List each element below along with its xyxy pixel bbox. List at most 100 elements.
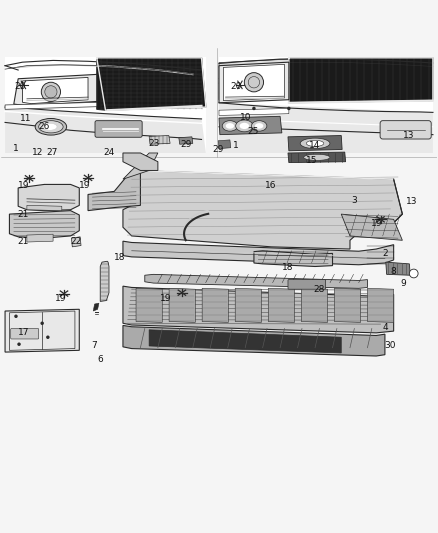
Text: 27: 27: [46, 148, 58, 157]
FancyBboxPatch shape: [380, 120, 431, 139]
Circle shape: [40, 321, 44, 325]
Text: 13: 13: [406, 197, 418, 206]
Polygon shape: [27, 234, 53, 242]
Polygon shape: [254, 251, 332, 266]
Polygon shape: [88, 171, 141, 211]
Text: 17: 17: [18, 328, 29, 337]
Polygon shape: [149, 330, 341, 353]
Polygon shape: [5, 57, 206, 153]
Text: 19: 19: [371, 219, 383, 228]
Polygon shape: [100, 261, 109, 302]
Text: 19: 19: [160, 294, 172, 303]
Polygon shape: [14, 75, 97, 106]
Text: 13: 13: [403, 131, 415, 140]
Polygon shape: [367, 288, 394, 322]
Polygon shape: [18, 184, 79, 211]
Text: 25: 25: [247, 127, 259, 136]
Polygon shape: [268, 288, 294, 322]
Ellipse shape: [240, 123, 249, 129]
Text: 1: 1: [13, 144, 19, 153]
Text: 29: 29: [212, 145, 224, 154]
Polygon shape: [93, 303, 99, 311]
FancyBboxPatch shape: [288, 280, 325, 289]
Polygon shape: [219, 62, 289, 103]
Polygon shape: [10, 211, 79, 238]
Text: 12: 12: [32, 148, 43, 157]
Polygon shape: [218, 140, 231, 149]
Text: 30: 30: [385, 342, 396, 351]
Ellipse shape: [222, 120, 237, 131]
FancyBboxPatch shape: [11, 328, 39, 339]
Polygon shape: [5, 102, 97, 109]
Circle shape: [287, 107, 290, 110]
Circle shape: [45, 86, 57, 98]
Polygon shape: [289, 58, 433, 103]
Ellipse shape: [306, 140, 324, 147]
Polygon shape: [334, 288, 360, 322]
Polygon shape: [301, 288, 328, 322]
Polygon shape: [123, 153, 158, 179]
Text: 26: 26: [39, 122, 50, 131]
FancyBboxPatch shape: [95, 120, 142, 138]
Ellipse shape: [43, 123, 57, 130]
Polygon shape: [5, 309, 79, 352]
Text: 3: 3: [351, 196, 357, 205]
Polygon shape: [341, 214, 403, 240]
Text: 8: 8: [391, 267, 396, 276]
Polygon shape: [145, 274, 367, 288]
Polygon shape: [10, 311, 75, 350]
Text: 18: 18: [114, 253, 125, 262]
Polygon shape: [179, 137, 193, 144]
Text: 19: 19: [79, 181, 90, 190]
Circle shape: [41, 82, 60, 101]
Ellipse shape: [226, 123, 234, 128]
Text: 1: 1: [233, 141, 238, 150]
Text: 4: 4: [382, 323, 388, 332]
Circle shape: [248, 77, 260, 88]
Ellipse shape: [251, 120, 267, 131]
Text: 21: 21: [18, 237, 29, 246]
Ellipse shape: [255, 123, 263, 128]
Polygon shape: [223, 64, 285, 101]
Circle shape: [244, 72, 264, 92]
Text: 6: 6: [97, 354, 103, 364]
Polygon shape: [219, 108, 289, 116]
Text: 20: 20: [14, 82, 26, 91]
Text: 10: 10: [240, 112, 252, 122]
Ellipse shape: [300, 138, 330, 149]
Polygon shape: [386, 262, 410, 275]
Text: 14: 14: [309, 141, 321, 150]
Polygon shape: [22, 77, 88, 103]
Text: 21: 21: [18, 209, 29, 219]
Polygon shape: [123, 171, 403, 249]
Polygon shape: [97, 58, 206, 110]
Polygon shape: [123, 153, 158, 171]
Ellipse shape: [35, 118, 67, 135]
Polygon shape: [136, 288, 162, 322]
Text: 2: 2: [382, 249, 388, 258]
Ellipse shape: [304, 154, 330, 160]
Text: 7: 7: [92, 342, 97, 351]
Circle shape: [410, 269, 418, 278]
Polygon shape: [219, 116, 282, 135]
Polygon shape: [169, 288, 195, 322]
Text: 20: 20: [230, 82, 241, 91]
Polygon shape: [27, 205, 62, 211]
Text: 19: 19: [55, 294, 67, 303]
Text: 11: 11: [20, 115, 32, 124]
Text: 18: 18: [282, 263, 294, 272]
Polygon shape: [219, 59, 289, 100]
Polygon shape: [288, 135, 342, 151]
Polygon shape: [123, 241, 394, 265]
Polygon shape: [202, 288, 228, 322]
Polygon shape: [123, 286, 394, 333]
Circle shape: [14, 314, 18, 318]
Text: 19: 19: [18, 181, 29, 190]
Circle shape: [252, 107, 256, 110]
Polygon shape: [149, 135, 170, 144]
Polygon shape: [219, 103, 433, 153]
Polygon shape: [123, 326, 385, 356]
Ellipse shape: [236, 120, 253, 132]
Polygon shape: [71, 237, 81, 247]
Polygon shape: [5, 107, 206, 153]
